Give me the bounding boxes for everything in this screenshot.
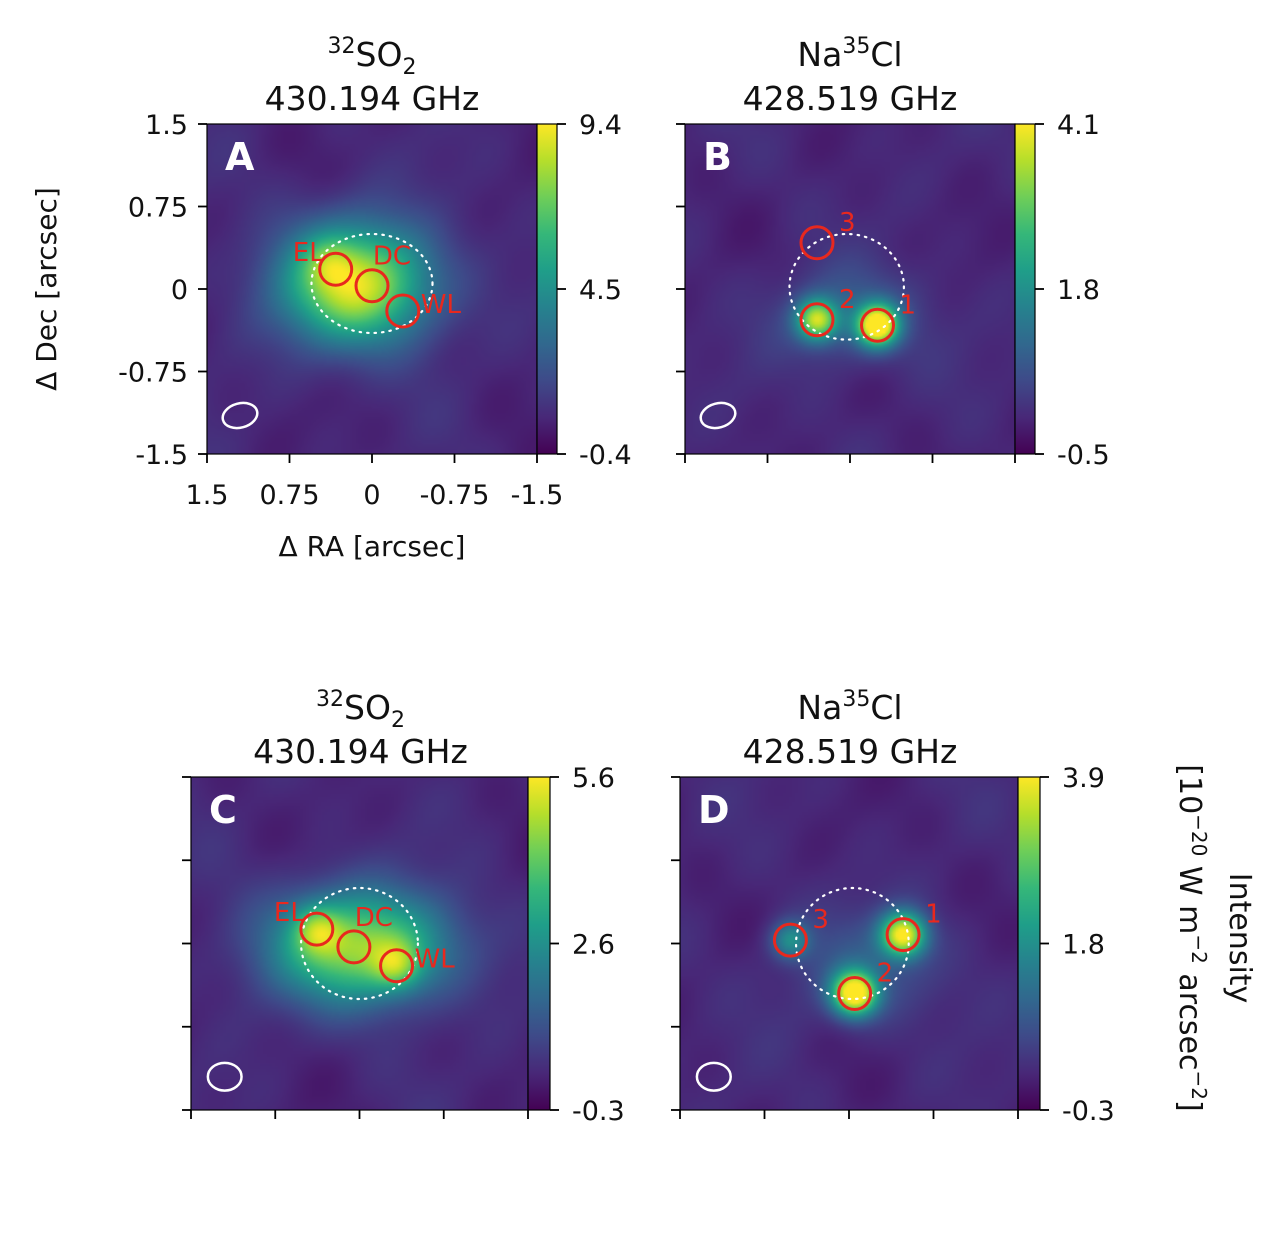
cbar-label-exp3: −2 (1187, 1071, 1211, 1100)
cbar-label-end: ] (1172, 1100, 1207, 1112)
colorbar-tick-label: -0.5 (1057, 440, 1110, 471)
panel-d: 1 2 3 D Na35Cl 428.519 GHz -0.3 1.8 3.9 (671, 687, 1115, 1127)
beam-ellipse (221, 401, 259, 430)
y-tick-label: 1.5 (145, 110, 188, 141)
aperture-label: DC (373, 242, 411, 272)
aperture-circle (318, 251, 354, 287)
colorbar (1014, 123, 1036, 455)
aperture-label: 3 (812, 905, 829, 935)
panel-title-line2: 430.194 GHz (265, 79, 480, 118)
x-tick-label: -0.75 (420, 480, 490, 511)
colorbar-tick-label: 1.8 (1057, 275, 1100, 306)
dotted-ring (299, 886, 420, 1001)
colorbar-tick-label: -0.3 (572, 1096, 625, 1127)
panel-title-line1: Na35Cl (797, 34, 902, 74)
heatmap-image (680, 777, 1018, 1110)
cbar-label-mid2: arcsec (1172, 964, 1207, 1071)
colorbar-tick-label: 1.8 (1062, 930, 1105, 961)
aperture-circle (379, 948, 415, 984)
aperture-circle (799, 225, 835, 261)
heatmap-image (191, 777, 528, 1110)
panel-letter: A (225, 135, 255, 179)
panel-letter: B (703, 135, 732, 179)
heatmap-image (685, 124, 1015, 454)
panel-title-line1: 32SO2 (316, 687, 405, 733)
aperture-label: 1 (900, 290, 917, 320)
aperture-circle (385, 293, 421, 329)
panel-letter: D (698, 788, 730, 832)
aperture-label: WL (421, 290, 462, 320)
cbar-label-mid: W m (1172, 856, 1207, 934)
panel-letter: C (209, 788, 237, 832)
aperture-circle (837, 975, 873, 1011)
y-axis-label: Δ Dec [arcsec] (30, 187, 63, 391)
colorbar-label: Intensity [10−20 W m−2 arcsec−2] (1172, 764, 1257, 1111)
aperture-label: DC (355, 903, 393, 933)
panel-title-line2: 428.519 GHz (743, 79, 958, 118)
dotted-ring (788, 232, 906, 341)
y-tick-label: 0.75 (128, 193, 188, 224)
panel-b: 1 2 3 B Na35Cl 428.519 GHz -0.5 1.8 4.1 (676, 34, 1110, 471)
aperture-label: 1 (925, 900, 942, 930)
aperture-circle (336, 929, 372, 965)
y-tick-label: -1.5 (135, 440, 188, 471)
aperture-label: 3 (839, 208, 856, 238)
colorbar (527, 776, 551, 1111)
panel-a: EL DC WL A 1.5 0.75 0 -0.75 -1.5 -1.5 -0.75 0 0.75 1.… (30, 34, 632, 563)
colorbar-tick-label: 9.4 (579, 110, 622, 141)
x-tick-label: 0.75 (259, 480, 319, 511)
x-tick-label: 1.5 (186, 480, 229, 511)
colorbar-tick-label: 4.1 (1057, 110, 1100, 141)
aperture-label: WL (415, 945, 456, 975)
beam-ellipse (695, 1061, 732, 1092)
y-tick-label: -0.75 (118, 358, 188, 389)
colorbar-tick-label: 3.9 (1062, 763, 1105, 794)
colorbar (1017, 776, 1041, 1111)
heatmap-image (207, 124, 537, 454)
cbar-label-exp2: −2 (1187, 934, 1211, 963)
colorbar-tick-label: -0.3 (1062, 1096, 1115, 1127)
aperture-label: EL (293, 238, 324, 268)
x-tick-label: 0 (363, 480, 380, 511)
aperture-label: 2 (839, 285, 856, 315)
x-axis-label: Δ RA [arcsec] (279, 530, 466, 563)
aperture-label: EL (274, 898, 305, 928)
cbar-label-exp1: −20 (1187, 814, 1211, 856)
dotted-ring (794, 886, 910, 1001)
panel-title-line2: 428.519 GHz (743, 732, 958, 771)
aperture-label: 2 (877, 958, 894, 988)
panel-title-line2: 430.194 GHz (253, 732, 468, 771)
aperture-circle (299, 911, 335, 947)
aperture-circle (354, 268, 390, 304)
colorbar-tick-label: 4.5 (579, 275, 622, 306)
colorbar-tick-label: -0.4 (579, 440, 632, 471)
beam-ellipse (699, 401, 737, 430)
colorbar-label-line2: [10−20 W m−2 arcsec−2] (1172, 764, 1211, 1111)
x-tick-label: -1.5 (511, 480, 564, 511)
panel-title-line1: Na35Cl (797, 687, 902, 727)
dotted-ring (310, 232, 434, 335)
colorbar-tick-label: 5.6 (572, 763, 615, 794)
aperture-circle (860, 307, 895, 343)
y-tick-label: 0 (171, 275, 188, 306)
colorbar-label-line1: Intensity (1222, 873, 1257, 1004)
colorbar-tick-label: 2.6 (572, 930, 615, 961)
panel-title-line1: 32SO2 (328, 34, 417, 80)
aperture-circle (772, 922, 808, 958)
aperture-circle (885, 917, 921, 953)
aperture-circle (799, 302, 835, 338)
cbar-label-base: [10 (1172, 764, 1207, 814)
beam-ellipse (206, 1061, 243, 1092)
colorbar (536, 123, 558, 455)
